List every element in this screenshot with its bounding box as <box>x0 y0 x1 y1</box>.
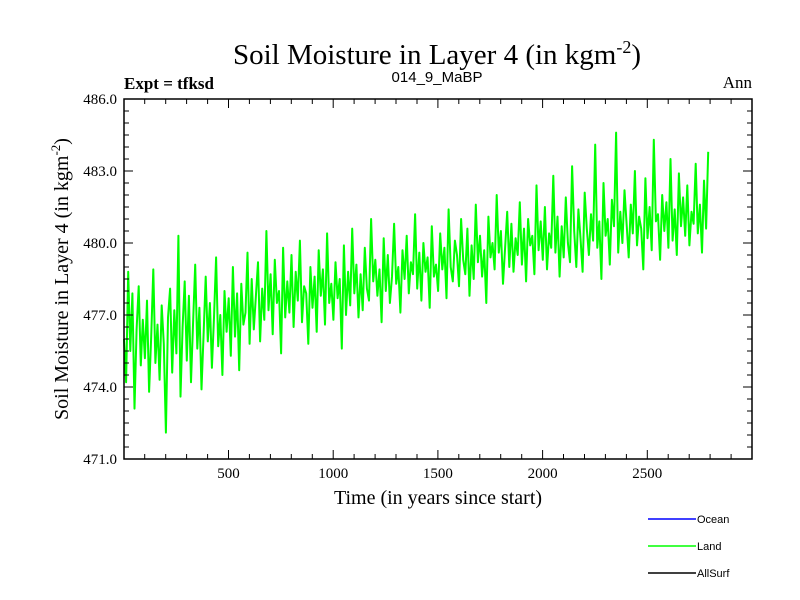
chart-title-main: Soil Moisture in Layer 4 (in kgm <box>233 39 617 71</box>
y-tick-label: 480.0 <box>83 236 117 252</box>
legend: Ocean Land AllSurf <box>648 514 730 580</box>
plot-frame <box>123 98 753 460</box>
x-tick-label: 2500 <box>632 466 662 482</box>
x-tick-label: 1500 <box>423 466 453 482</box>
series-layer <box>123 131 710 434</box>
experiment-label: Expt = tfksd <box>124 74 215 93</box>
chart-title-exponent: -2 <box>616 37 631 57</box>
x-tick-label: 2000 <box>528 466 558 482</box>
y-tick-label: 471.0 <box>83 452 117 468</box>
series-line-land <box>123 131 710 434</box>
season-label: Ann <box>723 73 753 92</box>
y-axis-label-main: Soil Moisture in Layer 4 (in kgm <box>51 155 73 420</box>
legend-label-land: Land <box>697 541 721 553</box>
y-axis-label-exponent: -2 <box>48 145 63 156</box>
chart-title: Soil Moisture in Layer 4 (in kgm-2) <box>233 37 641 71</box>
y-axis-label: Soil Moisture in Layer 4 (in kgm-2) <box>48 138 73 420</box>
tick-labels-layer: 500 1000 1500 2000 2500 471.0 474.0 477.0 480.0 4… <box>83 92 662 482</box>
y-tick-label: 486.0 <box>83 92 117 108</box>
x-tick-label: 500 <box>217 466 240 482</box>
legend-label-ocean: Ocean <box>697 514 729 526</box>
y-axis-label-close: ) <box>51 138 73 145</box>
ticks-layer <box>124 99 752 459</box>
x-axis-label: Time (in years since start) <box>334 487 542 509</box>
y-tick-label: 474.0 <box>83 380 117 396</box>
legend-label-allsurf: AllSurf <box>697 568 730 580</box>
x-tick-label: 1000 <box>318 466 348 482</box>
y-tick-label: 483.0 <box>83 164 117 180</box>
chart-title-close: ) <box>631 39 641 71</box>
y-tick-label: 477.0 <box>83 308 117 324</box>
period-label: 014_9_MaBP <box>392 69 483 86</box>
